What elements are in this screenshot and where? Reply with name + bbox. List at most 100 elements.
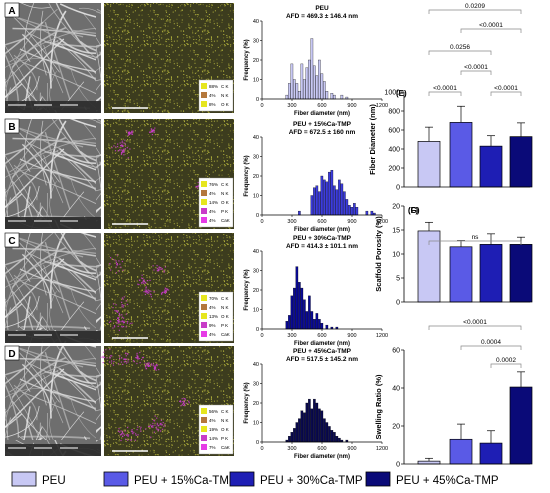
hist-y-tick-label: 40 bbox=[253, 362, 259, 368]
hist-bar bbox=[285, 321, 289, 330]
legend: PEU PEU + 15%Ca-TMP PEU + 30%Ca-TMP PEU + 4… bbox=[11, 471, 499, 487]
hist-bar bbox=[320, 322, 324, 330]
hist-bar bbox=[340, 94, 344, 100]
hist-y-tick-label: 10 bbox=[253, 308, 259, 314]
hist-bar bbox=[328, 426, 331, 443]
hist-x-tick-label: 900 bbox=[347, 333, 356, 339]
hist-bar bbox=[330, 169, 334, 216]
hist-bar bbox=[323, 418, 326, 443]
bar bbox=[479, 145, 503, 188]
legend-swatch bbox=[11, 471, 37, 487]
hist-bar bbox=[333, 185, 336, 216]
hist-bar bbox=[298, 210, 301, 216]
y-tick-label: 60 bbox=[392, 348, 400, 355]
hist-bar bbox=[315, 185, 319, 216]
eds-legend-pct: 88% bbox=[209, 84, 218, 89]
eds-legend-swatch bbox=[201, 92, 207, 98]
y-tick-label: 400 bbox=[388, 147, 400, 154]
eds-legend-element: N K bbox=[221, 418, 229, 423]
sem-image bbox=[5, 3, 101, 113]
eds-legend-pct: 4% bbox=[209, 93, 216, 98]
hist-bar bbox=[353, 203, 356, 216]
hist-bar bbox=[293, 287, 296, 330]
panel-letter: A bbox=[8, 6, 15, 17]
hist-x-tick-label: 900 bbox=[347, 446, 356, 452]
hist-bar bbox=[315, 313, 319, 330]
y-tick-label: 5 bbox=[396, 276, 400, 283]
hist-afd: AFD = 517.5 ± 145.2 nm bbox=[286, 356, 358, 363]
hist-x-label: Fiber diameter (nm) bbox=[294, 454, 350, 460]
sem-image bbox=[5, 346, 101, 456]
hist-x-tick-label: 300 bbox=[287, 219, 296, 225]
hist-bar bbox=[303, 299, 306, 330]
hist-afd: AFD = 414.3 ± 101.1 nm bbox=[286, 243, 358, 250]
hist-bar bbox=[325, 422, 329, 443]
significance-label: ns bbox=[472, 234, 480, 241]
hist-bar bbox=[323, 179, 326, 216]
hist-bar bbox=[323, 81, 326, 100]
eds-legend-swatch bbox=[201, 444, 207, 450]
eds-legend-element: C K bbox=[221, 182, 229, 187]
hist-bar bbox=[325, 324, 329, 330]
y-tick-label: 0 bbox=[396, 300, 400, 307]
hist-bar bbox=[313, 319, 316, 330]
hist-y-tick-label: 30 bbox=[253, 155, 259, 161]
hist-bar bbox=[290, 63, 294, 100]
legend-label: PEU bbox=[42, 475, 66, 487]
hist-bar bbox=[333, 94, 336, 100]
bar bbox=[449, 438, 473, 465]
hist-afd: AFD = 672.5 ± 160 nm bbox=[289, 129, 356, 136]
eds-legend-swatch bbox=[201, 217, 207, 223]
hist-bar bbox=[365, 210, 369, 216]
bar-chart-g: 0 20 40 60 Swelling Ratio (%) (G) <0.0001 0.000… bbox=[374, 206, 533, 469]
hist-bar bbox=[305, 311, 309, 330]
hist-bar bbox=[318, 319, 321, 330]
hist-y-tick-label: 20 bbox=[253, 58, 259, 64]
hist-bar bbox=[310, 408, 314, 443]
eds-legend-pct: 13% bbox=[209, 314, 218, 319]
bar bbox=[509, 386, 533, 465]
hist-y-tick-label: 30 bbox=[253, 269, 259, 275]
hist-bar bbox=[328, 171, 331, 216]
legend-label: PEU + 15%Ca-TMP bbox=[134, 475, 237, 487]
hist-bar bbox=[313, 398, 316, 443]
significance-label: <0.0001 bbox=[479, 22, 503, 29]
hist-bar bbox=[298, 282, 301, 330]
hist-bar bbox=[285, 94, 289, 100]
hist-title: PEU + 30%Ca-TMP bbox=[293, 235, 352, 242]
row-b: B 76% C K 4% N K14% O K 4% P K 4% CaK PEU + 15%Ca-… bbox=[4, 118, 388, 233]
significance-label: 0.0002 bbox=[496, 357, 516, 364]
row-d: D 56% C K 4% N K19% O K14% P K 7% CaK PEU + 45%Ca… bbox=[4, 345, 388, 460]
hist-bar bbox=[303, 412, 306, 443]
hist-x-tick-label: 0 bbox=[260, 219, 263, 225]
hist-y-tick-label: 10 bbox=[253, 78, 259, 84]
hist-bar bbox=[288, 315, 291, 330]
significance-bracket bbox=[428, 325, 522, 330]
significance-bracket bbox=[490, 91, 522, 96]
eds-legend-pct: 4% bbox=[209, 218, 216, 223]
hist-title: PEU bbox=[315, 5, 329, 12]
significance-bracket bbox=[460, 345, 522, 350]
hist-x-tick-label: 1200 bbox=[376, 333, 388, 339]
eds-legend-element: CaK bbox=[221, 332, 230, 337]
eds-legend-pct: 4% bbox=[209, 191, 216, 196]
hist-bar bbox=[355, 207, 359, 216]
significance-bracket bbox=[460, 70, 492, 75]
hist-bar bbox=[320, 73, 324, 100]
sem-info-bar bbox=[5, 444, 101, 456]
significance-label: <0.0001 bbox=[463, 319, 487, 326]
hist-x-label: Fiber diameter (nm) bbox=[294, 111, 350, 117]
eds-legend-element: O K bbox=[221, 314, 229, 319]
panel-letter-box bbox=[4, 345, 20, 361]
eds-legend-swatch bbox=[201, 408, 207, 414]
sem-image bbox=[5, 119, 101, 229]
eds-legend-element: P K bbox=[221, 323, 228, 328]
hist-bar bbox=[305, 402, 309, 443]
eds-legend-swatch bbox=[201, 83, 207, 89]
hist-bar bbox=[303, 79, 306, 100]
bar bbox=[417, 460, 441, 465]
hist-bar bbox=[308, 398, 311, 443]
